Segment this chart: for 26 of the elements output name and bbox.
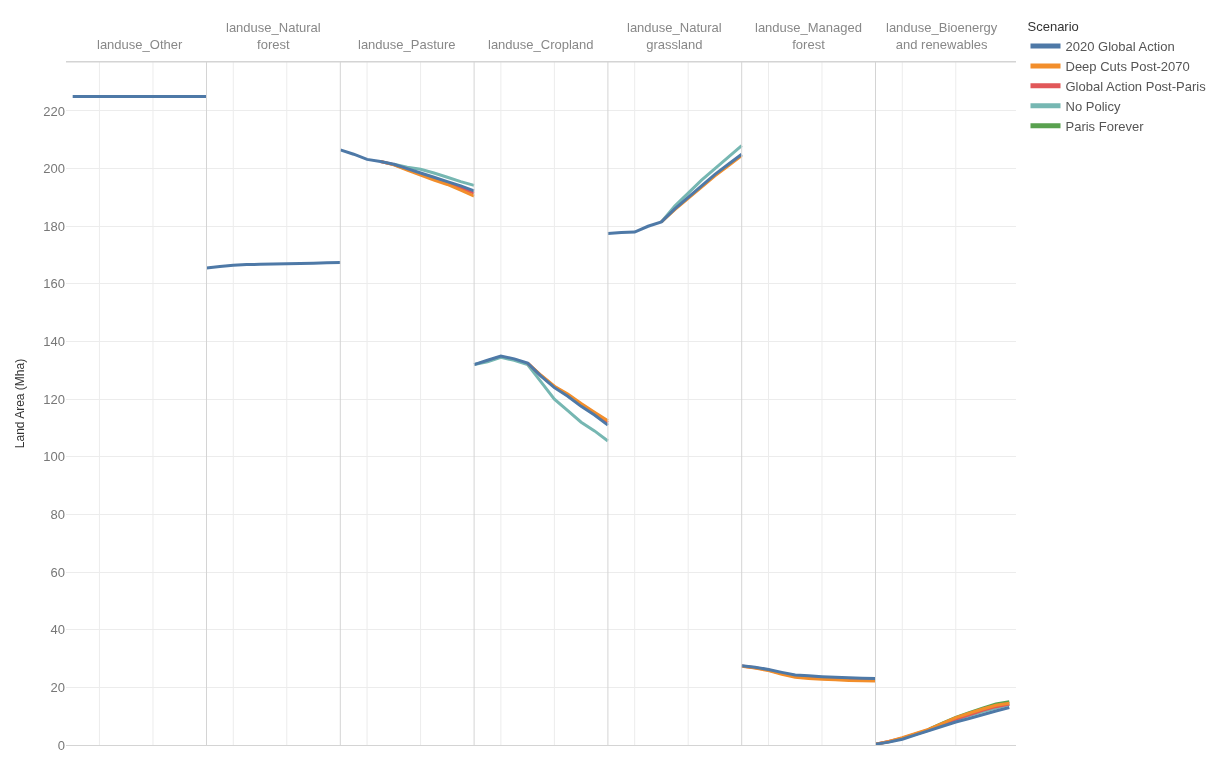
- y-tick-label: 60: [50, 564, 65, 580]
- legend-label: Global Action Post-Paris: [1065, 78, 1207, 94]
- y-tick-label: 180: [43, 218, 65, 234]
- text: landuse_Pasture: [358, 37, 456, 52]
- text: landuse_Natural grassland: [627, 20, 722, 52]
- y-tick-label: 0: [57, 737, 65, 753]
- y-tick-label: 220: [43, 103, 65, 119]
- y-tick-label: 80: [50, 507, 65, 522]
- text: landuse_Cropland: [488, 37, 594, 52]
- text: landuse_Other: [97, 37, 183, 52]
- y-tick-label: 20: [50, 679, 65, 695]
- text: landuse_Bioenergy and renewables: [886, 20, 998, 52]
- y-tick-label: 100: [43, 449, 65, 465]
- text: landuse_Managed forest: [755, 20, 862, 52]
- legend-label: Paris Forever: [1065, 118, 1145, 134]
- legend-label: 2020 Global Action: [1065, 39, 1175, 55]
- y-tick-label: 200: [43, 161, 65, 177]
- legend-label: Deep Cuts Post-2070: [1065, 59, 1190, 75]
- y-tick-label: 40: [50, 622, 65, 638]
- legend-title: Scenario: [1027, 19, 1079, 35]
- text: landuse_Natural forest: [226, 20, 321, 52]
- y-axis-title: Land Area (Mha): [12, 358, 27, 449]
- y-tick-label: 120: [43, 391, 65, 407]
- legend-label: No Policy: [1065, 98, 1121, 114]
- y-tick-label: 140: [43, 334, 65, 350]
- y-tick-label: 160: [43, 276, 65, 292]
